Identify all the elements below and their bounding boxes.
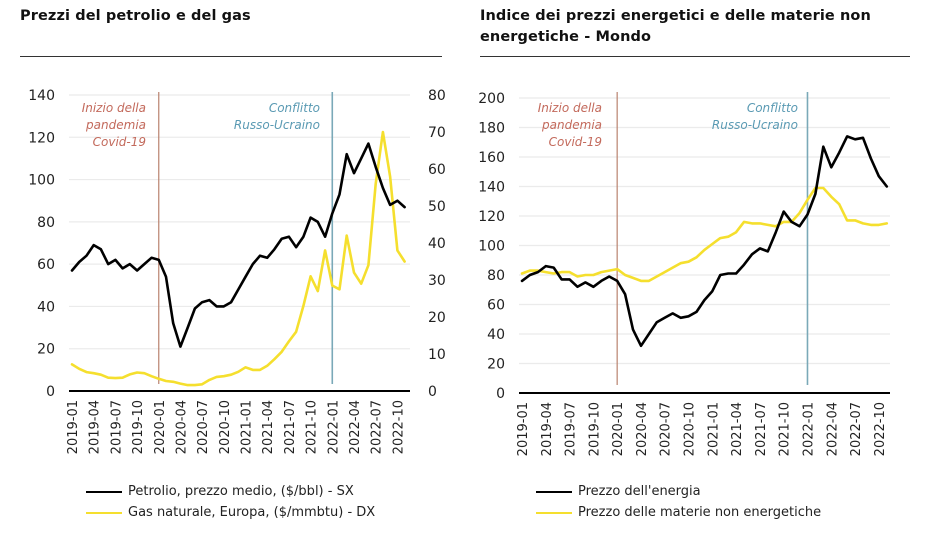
conflict-annotation: Conflitto Russo-Ucraino xyxy=(712,101,798,132)
annotation-line: pandemia xyxy=(85,118,146,132)
x-tick-label: 2021-01 xyxy=(240,400,255,454)
conflict-annotation: Conflitto Russo-Ucraino xyxy=(234,101,320,132)
annotation-line: Russo-Ucraino xyxy=(712,118,798,132)
x-tick-label: 2021-10 xyxy=(305,400,320,454)
x-tick-label: 2022-01 xyxy=(801,402,816,456)
x-tick-label: 2019-01 xyxy=(66,400,81,454)
legend-swatch-non-energy xyxy=(536,511,572,514)
right-legend: Prezzo dell'energia Prezzo delle materie… xyxy=(536,481,821,523)
y-right-tick-label: 40 xyxy=(428,236,446,252)
y-right-tick-label: 80 xyxy=(428,88,446,104)
annotation-line: Russo-Ucraino xyxy=(234,118,320,132)
covid-annotation: Inizio della pandemia Covid-19 xyxy=(538,101,602,149)
legend-swatch-energy xyxy=(536,490,572,493)
x-tick-label: 2019-10 xyxy=(131,400,146,454)
y-right-tick-label: 20 xyxy=(428,310,446,326)
legend-label-oil: Petrolio, prezzo medio, ($/bbl) - SX xyxy=(128,484,354,499)
x-tick-label: 2020-01 xyxy=(153,400,168,454)
x-tick-label: 2020-01 xyxy=(611,402,626,456)
left-legend: Petrolio, prezzo medio, ($/bbl) - SX Gas… xyxy=(86,481,375,523)
legend-swatch-gas xyxy=(86,511,122,514)
x-tick-label: 2022-10 xyxy=(873,402,888,456)
y-tick-label: 40 xyxy=(487,327,505,343)
series-line-gas xyxy=(70,130,406,387)
legend-label-non-energy: Prezzo delle materie non energetiche xyxy=(578,505,822,520)
x-tick-label: 2020-04 xyxy=(635,402,650,456)
y-tick-label: 0 xyxy=(46,384,55,400)
x-tick-label: 2019-04 xyxy=(88,400,103,454)
x-tick-label: 2021-04 xyxy=(730,402,745,456)
y-tick-label: 100 xyxy=(478,239,505,255)
covid-annotation: Inizio della pandemia Covid-19 xyxy=(82,101,146,149)
y-tick-label: 140 xyxy=(28,88,55,104)
x-tick-label: 2021-04 xyxy=(261,400,276,454)
series-line-energy xyxy=(520,135,889,348)
x-tick-label: 2022-01 xyxy=(326,400,341,454)
x-tick-label: 2021-01 xyxy=(706,402,721,456)
x-tick-label: 2019-07 xyxy=(564,402,579,456)
annotation-line: pandemia xyxy=(541,118,602,132)
y-tick-label: 80 xyxy=(37,215,55,231)
right-title-rule xyxy=(480,56,910,57)
y-tick-label: 20 xyxy=(37,342,55,358)
y-right-tick-label: 70 xyxy=(428,125,446,141)
legend-item-oil: Petrolio, prezzo medio, ($/bbl) - SX xyxy=(86,481,375,502)
left-title-rule xyxy=(20,56,442,57)
x-tick-label: 2019-01 xyxy=(516,402,531,456)
y-tick-label: 140 xyxy=(478,180,505,196)
y-tick-label: 160 xyxy=(478,150,505,166)
y-tick-label: 60 xyxy=(37,257,55,273)
x-tick-label: 2021-07 xyxy=(754,402,769,456)
series-line-non-energy xyxy=(520,186,889,283)
legend-swatch-oil xyxy=(86,490,122,493)
left-chart: 0 20 40 60 80 100 120 140 0 10 20 30 40 50 60 70 80 2019-… xyxy=(28,88,446,454)
y-tick-label: 120 xyxy=(478,209,505,225)
y-tick-label: 200 xyxy=(478,91,505,107)
y-tick-label: 100 xyxy=(28,173,55,189)
annotation-line: Inizio della xyxy=(538,101,602,115)
y-tick-label: 20 xyxy=(487,357,505,373)
y-tick-label: 0 xyxy=(496,386,505,402)
y-tick-label: 180 xyxy=(478,121,505,137)
y-tick-label: 80 xyxy=(487,268,505,284)
legend-item-energy: Prezzo dell'energia xyxy=(536,481,821,502)
x-tick-label: 2021-07 xyxy=(283,400,298,454)
x-tick-label: 2021-10 xyxy=(778,402,793,456)
x-tick-label: 2019-10 xyxy=(587,402,602,456)
x-tick-label: 2019-07 xyxy=(109,400,124,454)
annotation-line: Inizio della xyxy=(82,101,146,115)
annotation-line: Covid-19 xyxy=(93,135,146,149)
y-tick-label: 60 xyxy=(487,298,505,314)
x-tick-label: 2022-10 xyxy=(391,400,406,454)
legend-item-non-energy: Prezzo delle materie non energetiche xyxy=(536,502,821,523)
y-right-tick-label: 50 xyxy=(428,199,446,215)
x-tick-label: 2019-04 xyxy=(540,402,555,456)
right-chart-title: Indice dei prezzi energetici e delle mat… xyxy=(480,8,871,45)
x-tick-label: 2020-07 xyxy=(196,400,211,454)
y-right-tick-label: 10 xyxy=(428,347,446,363)
x-tick-label: 2020-07 xyxy=(659,402,674,456)
legend-label-energy: Prezzo dell'energia xyxy=(578,484,701,499)
left-chart-title: Prezzi del petrolio e del gas xyxy=(20,8,251,24)
y-tick-label: 120 xyxy=(28,130,55,146)
y-right-tick-label: 30 xyxy=(428,273,446,289)
right-chart: 0 20 40 60 80 100 120 140 160 180 200 2019-01 2019-0… xyxy=(478,91,890,456)
y-tick-label: 40 xyxy=(37,299,55,315)
x-tick-label: 2020-10 xyxy=(218,400,233,454)
y-right-tick-label: 60 xyxy=(428,162,446,178)
x-tick-label: 2020-04 xyxy=(174,400,189,454)
annotation-line: Conflitto xyxy=(269,101,320,115)
x-tick-label: 2020-10 xyxy=(683,402,698,456)
x-tick-label: 2022-04 xyxy=(825,402,840,456)
series-line-oil xyxy=(70,142,406,348)
annotation-line: Conflitto xyxy=(747,101,798,115)
legend-item-gas: Gas naturale, Europa, ($/mmbtu) - DX xyxy=(86,502,375,523)
y-right-tick-label: 0 xyxy=(428,384,437,400)
x-tick-label: 2022-07 xyxy=(370,400,385,454)
annotation-line: Covid-19 xyxy=(549,135,602,149)
legend-label-gas: Gas naturale, Europa, ($/mmbtu) - DX xyxy=(128,505,376,520)
x-tick-label: 2022-04 xyxy=(348,400,363,454)
x-tick-label: 2022-07 xyxy=(849,402,864,456)
